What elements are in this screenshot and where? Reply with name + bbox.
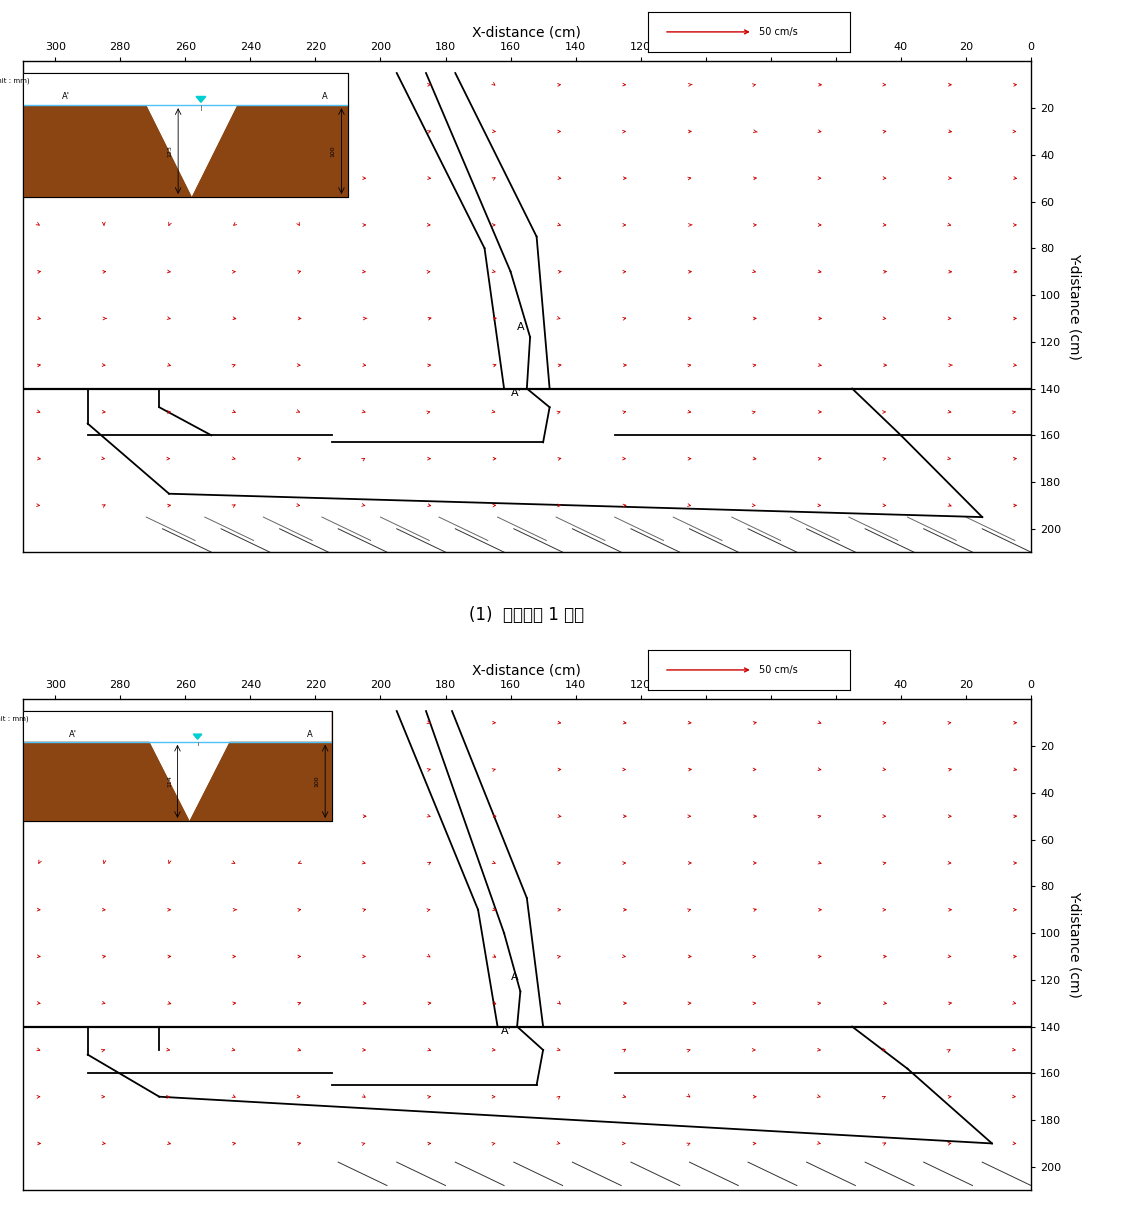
Polygon shape [23,742,189,821]
FancyBboxPatch shape [23,74,348,196]
Polygon shape [23,74,348,196]
Text: A': A' [69,730,77,739]
Text: (unit : mm): (unit : mm) [0,715,28,723]
Polygon shape [191,106,348,196]
X-axis label: X-distance (cm): X-distance (cm) [472,26,581,39]
X-axis label: X-distance (cm): X-distance (cm) [472,664,581,677]
Text: 123: 123 [168,145,172,157]
FancyBboxPatch shape [23,712,332,821]
Text: 100: 100 [331,145,335,157]
Polygon shape [196,97,206,102]
Polygon shape [23,712,332,821]
Text: A': A' [61,92,70,102]
Text: A': A' [511,388,521,398]
Text: A: A [307,730,313,739]
Text: 114: 114 [167,775,172,788]
Text: A: A [322,92,327,102]
Text: A: A [517,323,525,333]
Text: A': A' [501,1026,512,1036]
Polygon shape [23,106,191,196]
Polygon shape [191,106,348,196]
Polygon shape [189,742,332,821]
FancyBboxPatch shape [23,74,348,196]
Text: 100: 100 [315,775,320,788]
FancyBboxPatch shape [23,712,332,821]
Text: A: A [511,972,518,982]
Text: (1)  수위하강 1 단계: (1) 수위하강 1 단계 [469,606,585,625]
Y-axis label: Y-distance (cm): Y-distance (cm) [1068,253,1082,361]
Polygon shape [23,106,191,196]
Y-axis label: Y-distance (cm): Y-distance (cm) [1068,891,1082,999]
Text: (unit : mm): (unit : mm) [0,77,29,85]
Polygon shape [194,734,202,739]
